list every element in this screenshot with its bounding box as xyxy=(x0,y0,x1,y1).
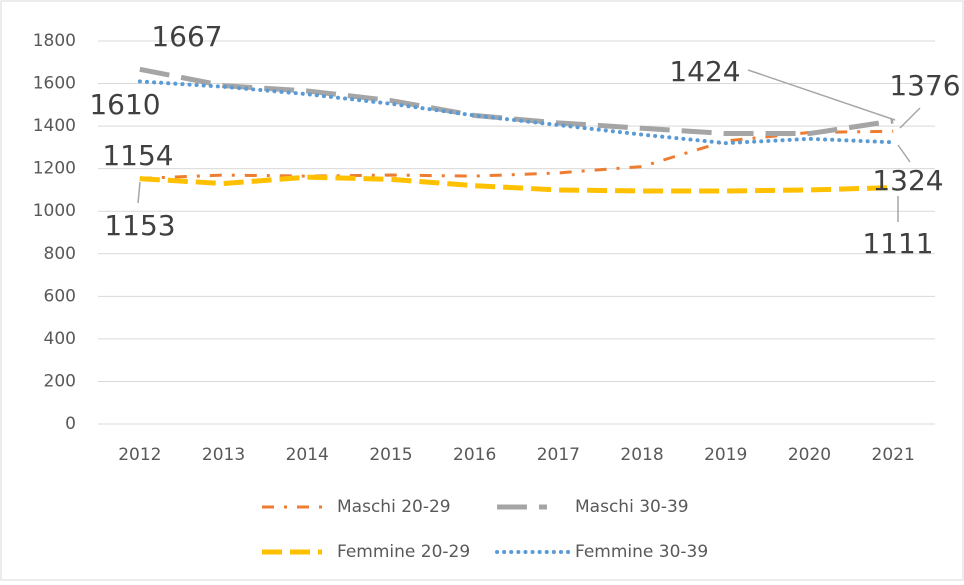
y-tick-label: 1400 xyxy=(33,116,76,136)
x-tick-label: 2020 xyxy=(788,445,831,465)
data-label: 1376 xyxy=(889,69,960,102)
data-label: 1610 xyxy=(89,88,160,121)
data-label: 1324 xyxy=(872,164,943,197)
series-line xyxy=(137,79,896,146)
legend-label: Maschi 30-39 xyxy=(575,497,689,517)
series-line xyxy=(139,174,894,194)
x-tick-label: 2018 xyxy=(620,445,663,465)
leader-line xyxy=(897,144,911,163)
x-tick-label: 2015 xyxy=(369,445,412,465)
leader-line xyxy=(137,181,141,204)
legend-label: Maschi 20-29 xyxy=(337,497,451,517)
y-tick-label: 800 xyxy=(44,244,76,264)
leader-line xyxy=(747,69,896,121)
y-tick-label: 400 xyxy=(44,329,76,349)
y-tick-label: 0 xyxy=(65,414,76,434)
data-label: 1111 xyxy=(862,227,933,260)
data-label: 1153 xyxy=(104,209,175,242)
x-tick-label: 2017 xyxy=(537,445,580,465)
series-line xyxy=(139,129,894,180)
y-tick-label: 600 xyxy=(44,286,76,306)
data-label: 1154 xyxy=(102,139,173,172)
data-label: 1667 xyxy=(151,20,222,53)
x-tick-label: 2013 xyxy=(202,445,245,465)
y-tick-label: 1800 xyxy=(33,31,76,51)
x-tick-label: 2014 xyxy=(286,445,329,465)
x-tick-label: 2016 xyxy=(453,445,496,465)
y-tick-label: 1600 xyxy=(33,74,76,94)
x-tick-label: 2019 xyxy=(704,445,747,465)
y-tick-label: 1000 xyxy=(33,201,76,221)
data-label: 1424 xyxy=(669,55,740,88)
leader-line xyxy=(899,107,921,129)
x-tick-label: 2012 xyxy=(118,445,161,465)
y-tick-label: 200 xyxy=(44,371,76,391)
series-line xyxy=(139,66,894,137)
x-tick-label: 2021 xyxy=(872,445,915,465)
y-tick-label: 1200 xyxy=(33,159,76,179)
legend-label: Femmine 20-29 xyxy=(337,542,470,562)
legend-label: Femmine 30-39 xyxy=(575,542,708,562)
